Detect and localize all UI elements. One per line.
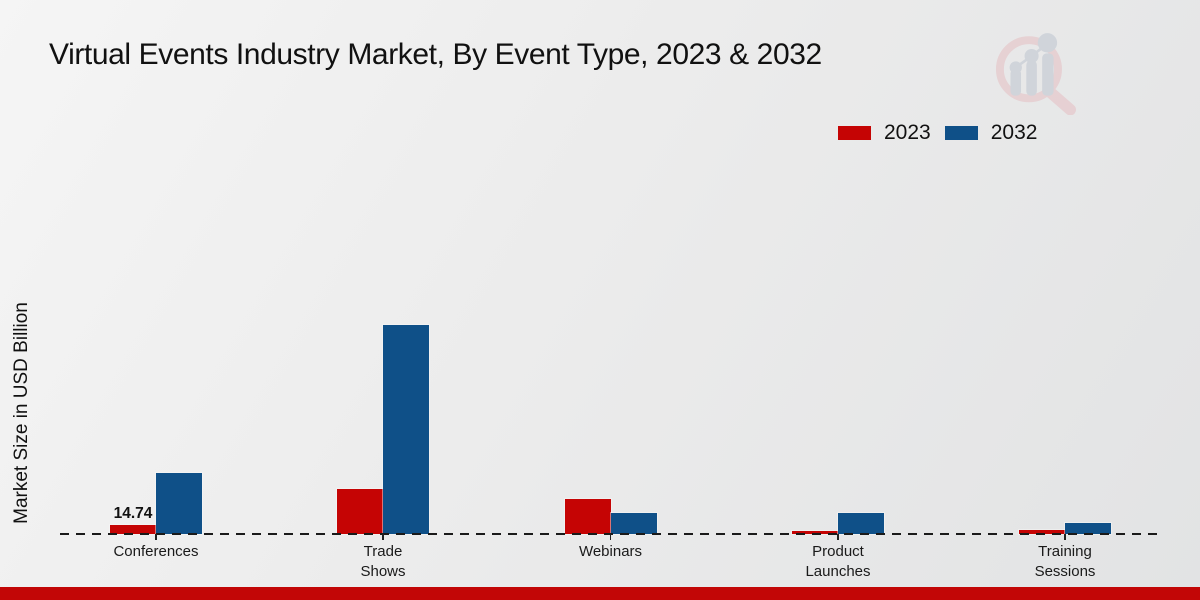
category-label-conferences: Conferences [113, 543, 199, 560]
bar-2023-conferences [110, 525, 156, 534]
bar-2023-training-sessions [1019, 530, 1065, 534]
legend-item-2032: 2032 [944, 121, 1038, 145]
legend: 2023 2032 [838, 121, 1037, 145]
x-axis-tick-training-sessions [1064, 534, 1066, 540]
chart-title: Virtual Events Industry Market, By Event… [49, 38, 822, 71]
category-label-training-sessions: Training Sessions [1034, 543, 1096, 580]
bar-2023-trade-shows [337, 488, 383, 534]
legend-label-2023: 2023 [884, 121, 931, 144]
bar-2032-product-launches [838, 512, 884, 534]
bar-2023-webinars [564, 499, 611, 534]
bar-2032-training-sessions [1065, 523, 1111, 534]
bar-2032-conferences [156, 473, 202, 534]
x-axis-tick-conferences [155, 534, 157, 540]
legend-item-2023: 2023 [838, 121, 931, 145]
bottom-accent-strip [0, 587, 1200, 600]
bar-2023-product-launches [792, 531, 838, 534]
legend-swatch-2032 [944, 126, 978, 140]
x-axis-tick-webinars [609, 534, 612, 540]
market-research-future-logo-watermark [995, 33, 1077, 115]
legend-swatch-2023 [838, 126, 871, 140]
legend-label-2032: 2032 [990, 121, 1038, 144]
category-label-product-launches: Product Launches [805, 543, 871, 580]
category-label-trade-shows: Trade Shows [360, 543, 406, 580]
bar-2032-webinars [610, 512, 657, 534]
bar-2032-trade-shows [383, 325, 429, 534]
x-axis-tick-trade-shows [382, 534, 384, 540]
category-label-webinars: Webinars [578, 543, 643, 560]
x-axis-tick-product-launches [837, 534, 839, 540]
data-label-2023-conferences: 14.74 [113, 505, 153, 522]
